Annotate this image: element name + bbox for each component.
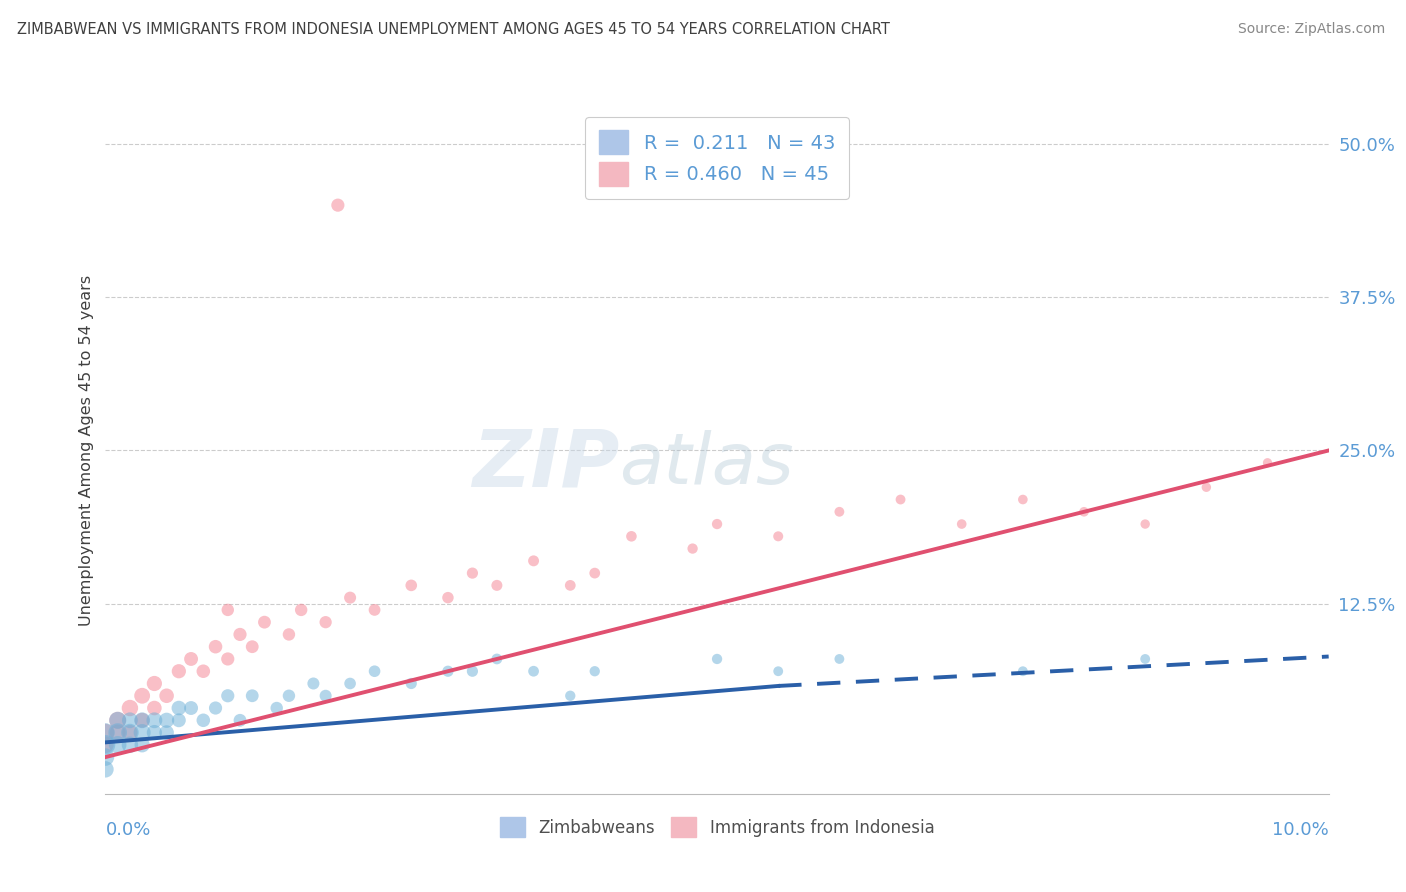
Point [143, 701, 166, 715]
Point [560, 578, 582, 592]
Point [180, 701, 202, 715]
Point [180, 652, 202, 666]
Point [485, 578, 508, 592]
Point [682, 541, 704, 556]
Point [94, 750, 117, 764]
Point [461, 664, 484, 678]
Point [315, 689, 337, 703]
Legend: Zimbabweans, Immigrants from Indonesia: Zimbabweans, Immigrants from Indonesia [494, 810, 941, 844]
Point [131, 738, 153, 752]
Point [1073, 505, 1095, 519]
Point [107, 738, 129, 752]
Point [290, 603, 312, 617]
Point [523, 554, 546, 568]
Point [240, 689, 263, 703]
Text: Source: ZipAtlas.com: Source: ZipAtlas.com [1237, 22, 1385, 37]
Point [437, 591, 460, 605]
Point [523, 664, 546, 678]
Point [339, 676, 361, 690]
Point [94, 738, 117, 752]
Point [768, 664, 790, 678]
Point [583, 664, 606, 678]
Point [1133, 516, 1156, 531]
Point [204, 701, 226, 715]
Text: atlas: atlas [619, 430, 794, 499]
Point [278, 689, 301, 703]
Point [107, 725, 129, 739]
Point [155, 725, 177, 739]
Text: 10.0%: 10.0% [1272, 822, 1329, 839]
Point [253, 615, 276, 630]
Point [94, 762, 117, 776]
Point [118, 725, 141, 739]
Point [217, 652, 239, 666]
Point [326, 198, 349, 212]
Point [229, 714, 252, 728]
Point [118, 725, 141, 739]
Point [94, 725, 117, 739]
Point [107, 714, 129, 728]
Point [437, 664, 460, 678]
Point [167, 664, 190, 678]
Point [401, 676, 423, 690]
Point [950, 516, 973, 531]
Point [94, 725, 117, 739]
Point [1011, 492, 1033, 507]
Point [107, 725, 129, 739]
Point [155, 689, 177, 703]
Point [1011, 664, 1033, 678]
Point [131, 714, 153, 728]
Point [118, 738, 141, 752]
Point [143, 676, 166, 690]
Point [706, 652, 728, 666]
Point [229, 627, 252, 641]
Point [217, 689, 239, 703]
Point [143, 714, 166, 728]
Text: ZIP: ZIP [472, 425, 619, 503]
Point [1133, 652, 1156, 666]
Point [131, 725, 153, 739]
Point [278, 627, 301, 641]
Point [302, 676, 325, 690]
Y-axis label: Unemployment Among Ages 45 to 54 years: Unemployment Among Ages 45 to 54 years [79, 275, 94, 626]
Point [339, 591, 361, 605]
Point [828, 505, 851, 519]
Point [363, 664, 385, 678]
Point [768, 529, 790, 543]
Point [889, 492, 911, 507]
Point [401, 578, 423, 592]
Point [94, 738, 117, 752]
Point [583, 566, 606, 581]
Point [620, 529, 643, 543]
Point [363, 603, 385, 617]
Point [560, 689, 582, 703]
Point [461, 566, 484, 581]
Point [1256, 456, 1278, 470]
Point [828, 652, 851, 666]
Point [706, 516, 728, 531]
Point [1195, 480, 1218, 494]
Point [193, 714, 215, 728]
Point [118, 714, 141, 728]
Point [315, 615, 337, 630]
Point [193, 664, 215, 678]
Point [143, 725, 166, 739]
Point [485, 652, 508, 666]
Point [266, 701, 288, 715]
Point [155, 714, 177, 728]
Point [131, 714, 153, 728]
Point [131, 689, 153, 703]
Point [217, 603, 239, 617]
Point [204, 640, 226, 654]
Point [167, 714, 190, 728]
Point [240, 640, 263, 654]
Point [118, 701, 141, 715]
Text: 0.0%: 0.0% [105, 822, 150, 839]
Text: ZIMBABWEAN VS IMMIGRANTS FROM INDONESIA UNEMPLOYMENT AMONG AGES 45 TO 54 YEARS C: ZIMBABWEAN VS IMMIGRANTS FROM INDONESIA … [17, 22, 890, 37]
Point [107, 714, 129, 728]
Point [167, 701, 190, 715]
